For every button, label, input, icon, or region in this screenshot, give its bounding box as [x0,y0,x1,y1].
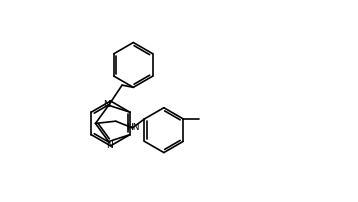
Text: N: N [103,100,110,109]
Text: HN: HN [126,123,139,132]
Text: N: N [106,141,113,150]
